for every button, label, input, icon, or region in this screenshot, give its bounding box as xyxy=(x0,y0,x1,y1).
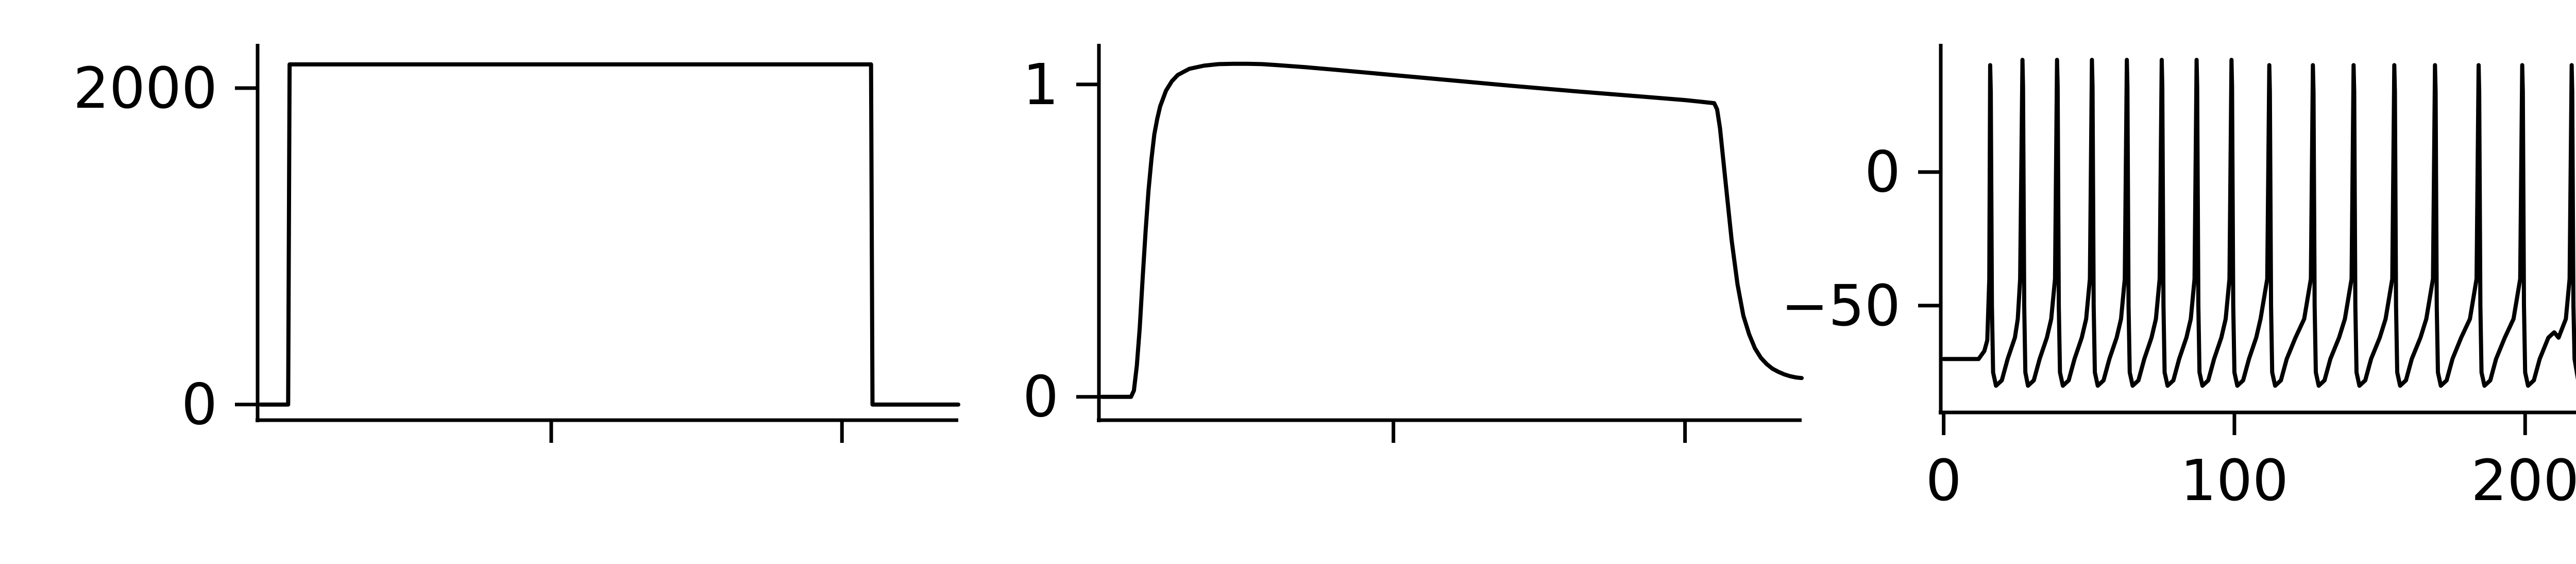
panel-1: 0 2000 xyxy=(73,44,960,443)
y-tick-label: 1 xyxy=(1023,52,1059,118)
panel-3: 0 100 200 0 −50 xyxy=(1781,44,2576,513)
series-line-1 xyxy=(1099,61,1804,399)
y-tick-label: 0 xyxy=(181,372,217,438)
series-line-1 xyxy=(258,62,960,407)
series-line-1 xyxy=(1941,58,2576,388)
y-tick-label: 0 xyxy=(1023,364,1059,430)
y-tick-label: 2000 xyxy=(73,55,217,121)
panel-2: 01 xyxy=(1023,44,1804,443)
x-tick-label: 0 xyxy=(1926,447,1962,513)
x-tick-label: 200 xyxy=(2471,447,2576,513)
x-tick-label: 100 xyxy=(2180,447,2289,513)
y-tick-label: −50 xyxy=(1781,273,1901,339)
y-tick-label: 0 xyxy=(1865,139,1901,205)
